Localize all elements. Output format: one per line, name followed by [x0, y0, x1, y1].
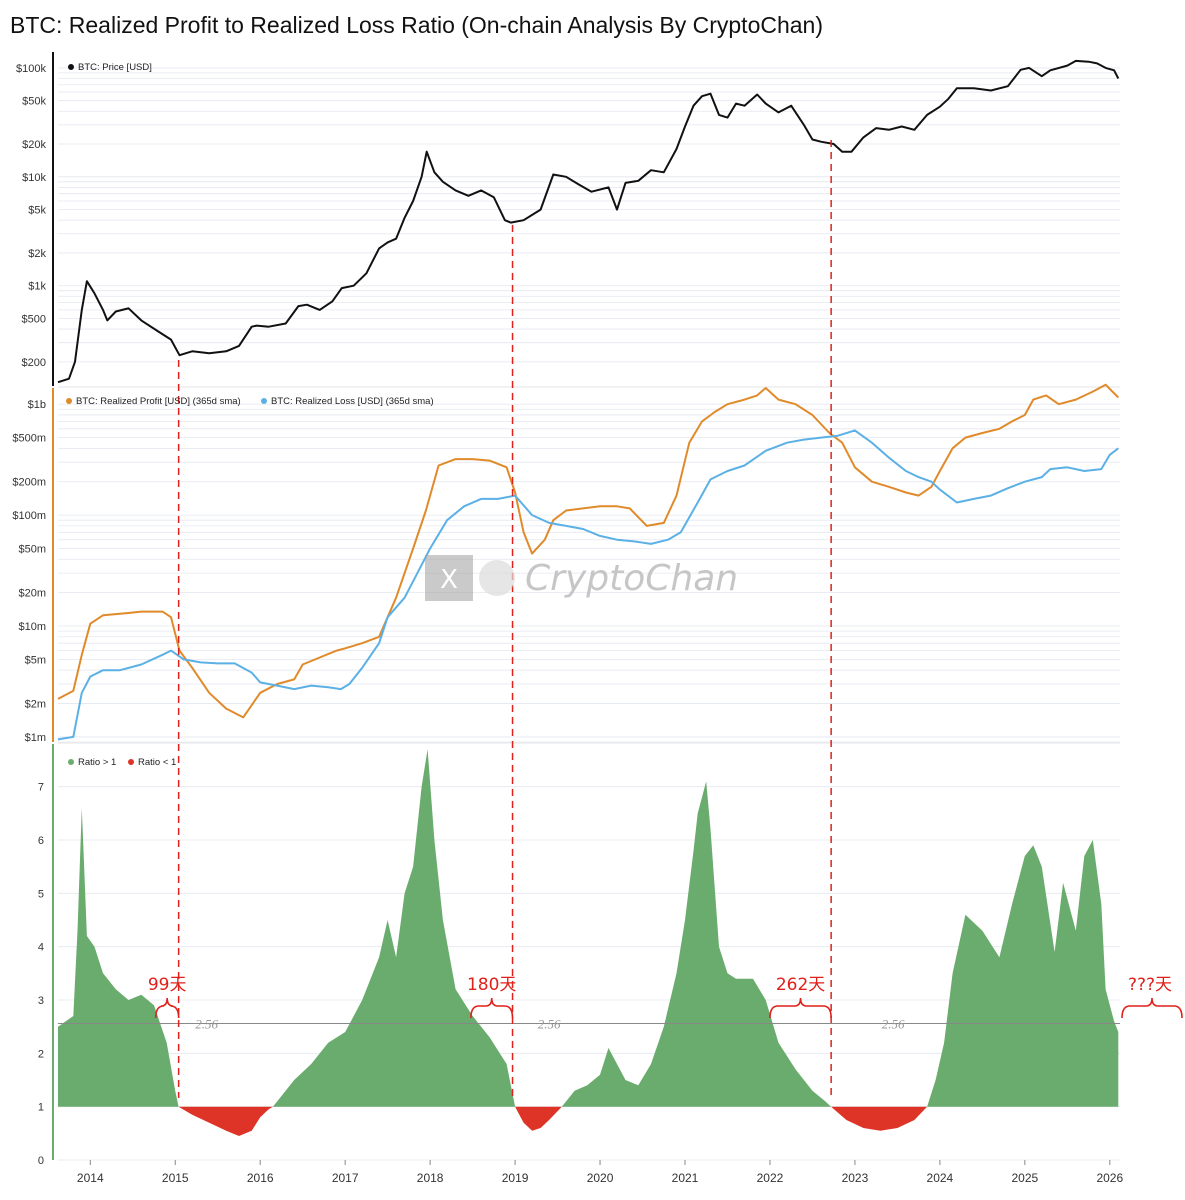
y-tick-label: $1m	[25, 732, 46, 744]
x-tick-label: 2024	[927, 1171, 954, 1185]
y-tick-label: $100m	[12, 510, 46, 522]
watermark-logo-box	[425, 555, 473, 601]
y-tick-label: $20m	[18, 588, 46, 600]
legends: BTC: Price [USD] BTC: Realized Profit [US…	[66, 62, 434, 768]
axes: $100k $50k $20k $10k $5k $2k $1k $500 $200 $1b $50…	[12, 52, 1123, 1185]
y-tick-label: 7	[38, 782, 44, 794]
chart-title: BTC: Realized Profit to Realized Loss Ra…	[10, 12, 824, 38]
series-lines	[57, 59, 1120, 741]
legend-ratio-above: Ratio > 1	[78, 757, 116, 768]
ratio-above-1-area	[927, 840, 1119, 1107]
y-tick-label: $2m	[25, 699, 46, 711]
legend-realized-profit: BTC: Realized Profit [USD] (365d sma)	[76, 396, 241, 407]
y-tick-label: $200	[22, 357, 46, 369]
cycle-duration-label: 180天	[467, 975, 516, 995]
x-tick-label: 2022	[757, 1171, 784, 1185]
cycle-bracket	[470, 997, 514, 1019]
reference-line-label: 2.56	[538, 1016, 561, 1031]
y-tick-label: $2k	[28, 248, 46, 260]
x-tick-label: 2026	[1096, 1171, 1123, 1185]
x-tick-label: 2021	[672, 1171, 699, 1185]
cycle-duration-label: 262天	[776, 975, 825, 995]
watermark-text: CryptoChan	[525, 558, 738, 599]
realized-profit-line	[57, 383, 1120, 719]
y-tick-label: $50m	[18, 543, 46, 555]
y-tick-label: 1	[38, 1102, 44, 1114]
legend-dot	[66, 398, 72, 404]
x-tick-label: 2015	[162, 1171, 189, 1185]
y-tick-label: $100k	[16, 63, 46, 75]
y-tick-label: $5k	[28, 205, 46, 217]
x-tick-label: 2020	[587, 1171, 614, 1185]
y-tick-label: $20k	[22, 139, 46, 151]
legend-dot	[68, 759, 74, 765]
reference-line-label: 2.56	[195, 1016, 218, 1031]
y-tick-label: $1k	[28, 281, 46, 293]
cycle-bracket	[1121, 997, 1183, 1019]
x-tick-label: 2017	[332, 1171, 359, 1185]
price-line	[57, 59, 1120, 384]
x-tick-label: 2023	[842, 1171, 869, 1185]
y-tick-label: 0	[38, 1155, 44, 1167]
y-tick-label: $500m	[12, 433, 46, 445]
y-tick-label: $200m	[12, 477, 46, 489]
y-tick-label: $500	[22, 314, 46, 326]
cycle-duration-label: ???天	[1128, 975, 1172, 995]
x-tick-label: 2014	[77, 1171, 104, 1185]
y-tick-label: 4	[38, 942, 44, 954]
cycle-duration-label: 99天	[148, 975, 187, 995]
legend-dot	[68, 64, 74, 70]
x-tick-label: 2019	[502, 1171, 529, 1185]
avatar-icon	[479, 560, 515, 596]
legend-price: BTC: Price [USD]	[78, 62, 152, 73]
ratio-below-1-area	[178, 1106, 273, 1136]
ratio-above-1-area	[272, 749, 516, 1107]
ratio-area	[58, 749, 1119, 1136]
y-tick-label: 5	[38, 888, 44, 900]
ratio-below-1-area	[831, 1106, 928, 1131]
annotations: 2.56 2.56 2.56 99天 180天 262天 ???天	[58, 140, 1183, 1098]
x-tick-label: 2018	[417, 1171, 444, 1185]
ratio-above-1-area	[58, 808, 179, 1107]
y-tick-label: $50k	[22, 96, 46, 108]
cycle-bracket	[154, 997, 180, 1019]
watermark: X CryptoChan	[425, 555, 738, 601]
legend-ratio-below: Ratio < 1	[138, 757, 176, 768]
x-tick-label: 2016	[247, 1171, 274, 1185]
y-tick-label: $10m	[18, 621, 46, 633]
cycle-bracket	[769, 997, 832, 1019]
ratio-below-1-area	[515, 1106, 562, 1131]
y-tick-label: 2	[38, 1048, 44, 1060]
y-tick-label: $5m	[25, 654, 46, 666]
x-tick-label: 2025	[1011, 1171, 1038, 1185]
legend-dot	[128, 759, 134, 765]
legend-dot	[261, 398, 267, 404]
reference-line-label: 2.56	[882, 1016, 905, 1031]
y-tick-label: 3	[38, 995, 44, 1007]
grid	[58, 67, 1120, 1161]
legend-realized-loss: BTC: Realized Loss [USD] (365d sma)	[271, 396, 434, 407]
x-logo-icon: X	[440, 565, 458, 595]
realized-loss-line	[57, 429, 1119, 741]
y-tick-label: $1b	[28, 399, 46, 411]
y-tick-label: 6	[38, 835, 44, 847]
y-tick-label: $10k	[22, 172, 46, 184]
ratio-above-1-area	[561, 781, 832, 1107]
